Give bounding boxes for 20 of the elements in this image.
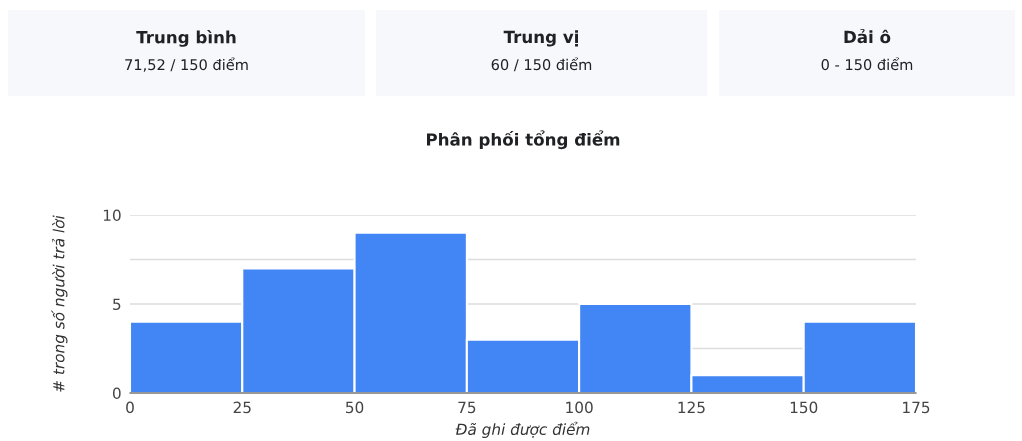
y-axis-title: # trong số người trả lời (51, 215, 68, 392)
x-tick-label: 75 (458, 401, 476, 414)
text: Trung vị (503, 30, 578, 47)
x-tick-label: 150 (790, 401, 818, 414)
x-axis-title: Đã ghi được điểm (455, 421, 590, 438)
x-tick-label: 25 (233, 401, 251, 414)
text: Dải ô (844, 28, 891, 44)
y-tick-label: 5 (113, 298, 121, 311)
text: 0 - 150 điểm (821, 57, 913, 71)
x-tick-label: 50 (346, 401, 364, 414)
x-tick-label: 0 (126, 401, 134, 414)
y-tick-label: 10 (103, 209, 121, 222)
x-tick-label: 125 (678, 401, 705, 414)
text: Trung bình (136, 29, 236, 47)
text: 71,52 / 150 điểm (125, 57, 248, 72)
y-tick-label: 0 (112, 387, 121, 400)
chart-title: Phân phối tổng điểm (426, 130, 620, 150)
x-tick-label: 100 (566, 401, 593, 414)
x-tick-label: 175 (903, 401, 930, 414)
text: 60 / 150 điểm (491, 57, 592, 72)
